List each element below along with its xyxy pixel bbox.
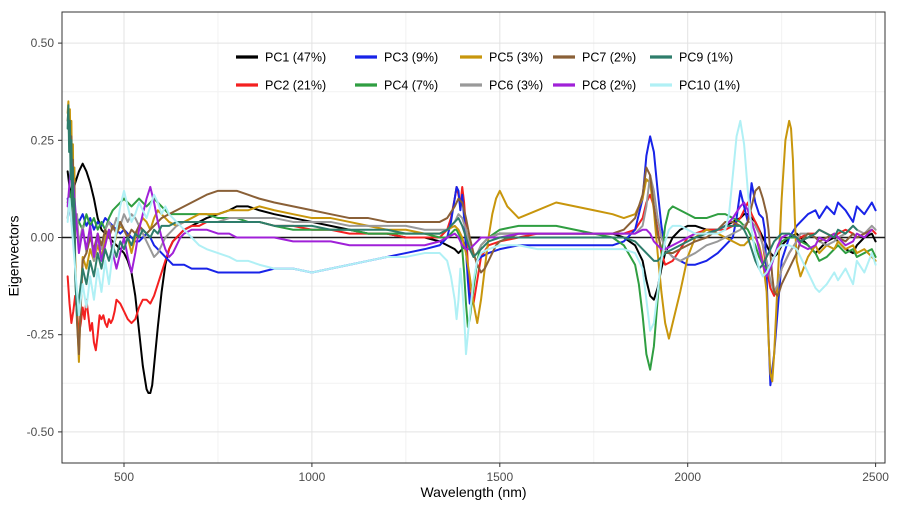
legend-label-pc3: PC3 (9%): [384, 51, 438, 65]
series-group: [66, 100, 877, 395]
x-tick-label: 1500: [486, 470, 513, 484]
y-axis-title: Eigenvectors: [2, 0, 24, 511]
y-tick-label: 0.25: [31, 133, 55, 147]
legend-label-pc6: PC6 (3%): [489, 79, 543, 93]
x-tick-label: 500: [114, 470, 134, 484]
legend-label-pc8: PC8 (2%): [582, 79, 636, 93]
x-tick-label: 2000: [674, 470, 701, 484]
series-line-pc10: [66, 119, 877, 356]
legend: PC1 (47%) PC2 (21%) PC3 (9%) PC4 (7%) PC5 (3…: [236, 51, 740, 93]
legend-label-pc10: PC10 (1%): [679, 79, 740, 93]
legend-label-pc4: PC4 (7%): [384, 79, 438, 93]
y-tick-label: 0.50: [31, 36, 55, 50]
series-line-pc7: [66, 108, 873, 356]
series-line-pc8: [66, 158, 873, 278]
series-line-pc9: [66, 104, 858, 317]
x-tick-label: 1000: [299, 470, 326, 484]
legend-label-pc2: PC2 (21%): [265, 79, 326, 93]
legend-label-pc9: PC9 (1%): [679, 51, 733, 65]
y-tick-label: 0.00: [31, 231, 55, 245]
x-axis-title: Wavelength (nm): [420, 484, 527, 500]
x-tick-label: 2500: [862, 470, 889, 484]
legend-label-pc7: PC7 (2%): [582, 51, 636, 65]
legend-label-pc1: PC1 (47%): [265, 51, 326, 65]
y-tick-label: -0.25: [27, 328, 55, 342]
y-tick-label: -0.50: [27, 425, 55, 439]
legend-label-pc5: PC5 (3%): [489, 51, 543, 65]
axis-ticks: 500 1000 1500 2000 2500 0.50 0.25 0.00 -0.25 -0.5…: [27, 36, 890, 484]
y-axis-title-text: Eigenvectors: [5, 215, 21, 296]
